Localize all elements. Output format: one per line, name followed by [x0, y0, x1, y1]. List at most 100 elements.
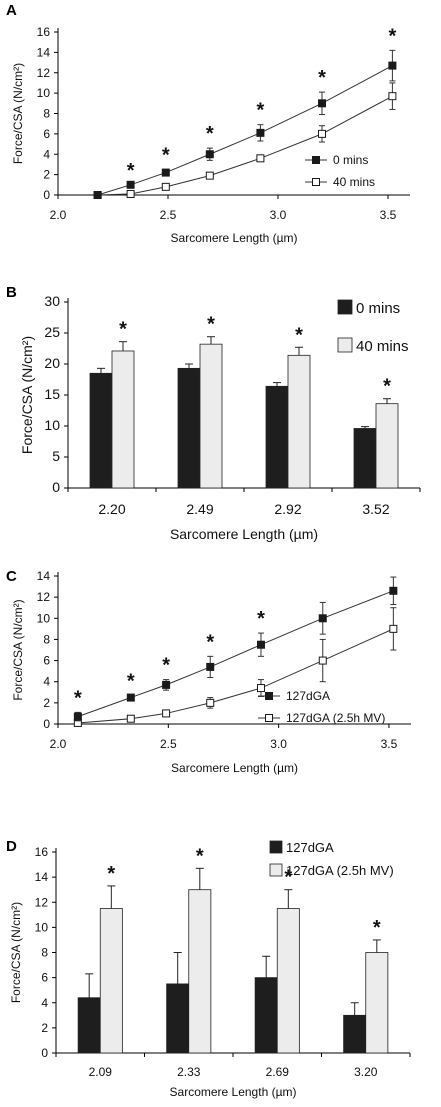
- significance-asterisk: *: [119, 319, 127, 341]
- significance-asterisk: *: [206, 123, 214, 145]
- significance-asterisk: *: [389, 25, 397, 47]
- x-axis-label: Sarcomere Length (µm): [171, 231, 298, 245]
- significance-asterisk: *: [373, 917, 381, 939]
- data-point: [162, 709, 171, 718]
- y-tick-label: 0: [43, 717, 50, 731]
- bar: [188, 889, 212, 1054]
- data-point: [256, 128, 265, 137]
- bar: [287, 354, 311, 489]
- bar: [89, 372, 113, 489]
- bar-chart-d: 0 2 4 6 8 10 12 14 16 Force/CSA (N/cm²) Sarcomere …: [9, 840, 411, 1099]
- significance-asterisk: *: [127, 160, 135, 182]
- y-axis-label: Force/CSA (N/cm²): [19, 336, 35, 454]
- data-point: [205, 171, 214, 180]
- data-point: [256, 154, 265, 163]
- panel-label: D: [6, 838, 17, 855]
- y-tick-label: 12: [37, 66, 51, 80]
- data-point: [206, 698, 215, 707]
- legend-label: 40 mins: [356, 338, 409, 355]
- y-tick-label: 15: [44, 386, 60, 402]
- significance-asterisk: *: [257, 608, 265, 630]
- y-tick-label: 16: [37, 25, 51, 39]
- significance-asterisk: *: [162, 145, 170, 167]
- data-point: [73, 712, 82, 721]
- significance-asterisk: *: [207, 314, 215, 336]
- x-tick-label: 2.0: [50, 737, 67, 751]
- line-chart-c: 0 2 4 6 8 10 12 14 Force/CSA (N/cm²) Sarcomere Le…: [11, 569, 411, 775]
- data-point: [265, 714, 273, 722]
- legend-label: 0 mins: [356, 300, 400, 317]
- panel-c: C 0 2 4 6 8 10 12 14 Force/CSA (N/cm²) Sarcomere …: [0, 566, 441, 834]
- significance-asterisk: *: [383, 376, 391, 398]
- legend-label: 127dGA (2.5h MV): [286, 863, 394, 878]
- bar: [177, 367, 201, 489]
- data-point: [312, 178, 320, 186]
- data-point: [318, 656, 327, 665]
- y-tick-label: 8: [43, 632, 50, 646]
- x-axis-label: Sarcomere Length (µm): [171, 761, 298, 775]
- bar: [343, 1014, 367, 1054]
- y-tick-label: 5: [52, 448, 60, 464]
- y-tick-label: 8: [43, 107, 50, 121]
- legend-swatch: [269, 863, 283, 877]
- data-point: [388, 61, 397, 70]
- significance-asterisk: *: [295, 324, 303, 346]
- y-tick-label: 20: [44, 355, 60, 371]
- data-point: [265, 692, 273, 700]
- axes: 0 2 4 6 8 10 12 14 Force/CSA (N/cm²) Sarcomere Le…: [11, 569, 411, 775]
- data-point: [389, 624, 398, 633]
- x-tick-label: 3.20: [354, 1065, 378, 1079]
- x-axis-label: Sarcomere Length (µm): [170, 1085, 297, 1099]
- significance-asterisk: *: [196, 845, 204, 867]
- legend: 127dGA 127dGA (2.5h MV): [258, 689, 385, 725]
- bar: [276, 908, 300, 1054]
- x-tick-label: 2.09: [89, 1065, 113, 1079]
- y-tick-label: 10: [37, 86, 51, 100]
- series-secondary: [73, 607, 398, 727]
- legend-label: 127dGA: [286, 840, 334, 855]
- legend: 0 mins 40 mins: [305, 153, 375, 189]
- y-tick-label: 10: [37, 611, 51, 625]
- y-tick-label: 6: [41, 971, 48, 985]
- x-tick-label: 2.20: [98, 501, 125, 517]
- y-tick-label: 12: [37, 590, 51, 604]
- bar: [365, 952, 389, 1054]
- bar: [353, 428, 377, 489]
- y-axis-label: Force/CSA (N/cm²): [9, 902, 23, 1003]
- legend-swatch: [337, 337, 353, 353]
- x-tick-label: 2.33: [177, 1065, 201, 1079]
- bar: [254, 977, 278, 1054]
- data-point: [206, 662, 215, 671]
- data-point: [389, 586, 398, 595]
- data-point: [256, 640, 265, 649]
- data-point: [161, 168, 170, 177]
- y-tick-label: 14: [37, 45, 51, 59]
- y-tick-label: 4: [43, 147, 50, 161]
- y-axis-label: Force/CSA (N/cm²): [11, 63, 25, 164]
- data-point: [318, 129, 326, 138]
- data-point: [388, 92, 397, 101]
- x-tick-label: 2.49: [186, 501, 213, 517]
- y-tick-label: 6: [43, 654, 50, 668]
- y-tick-label: 0: [52, 479, 60, 495]
- legend-label: 127dGA: [286, 689, 330, 703]
- line-chart-a: 0 2 4 6 8 10 12 14 16 Force/CSA (N/cm²) Sarcomere …: [11, 25, 410, 245]
- significance-asterisk: *: [318, 67, 326, 89]
- x-tick-label: 3.5: [380, 208, 397, 222]
- legend-label: 127dGA (2.5h MV): [286, 711, 385, 725]
- bar: [375, 403, 399, 489]
- x-tick-label: 2.92: [274, 501, 301, 517]
- bar: [265, 385, 289, 489]
- panel-label: C: [6, 568, 17, 585]
- legend-swatch: [337, 299, 353, 315]
- y-tick-label: 8: [41, 946, 48, 960]
- y-tick-label: 0: [43, 188, 50, 202]
- data-point: [161, 182, 170, 191]
- y-tick-label: 10: [35, 920, 49, 934]
- y-tick-label: 12: [35, 895, 49, 909]
- significance-asterisk: *: [284, 867, 292, 889]
- x-tick-label: 3.0: [270, 737, 287, 751]
- y-tick-label: 16: [35, 845, 49, 859]
- significance-asterisk: *: [257, 100, 265, 122]
- data-point: [162, 680, 171, 689]
